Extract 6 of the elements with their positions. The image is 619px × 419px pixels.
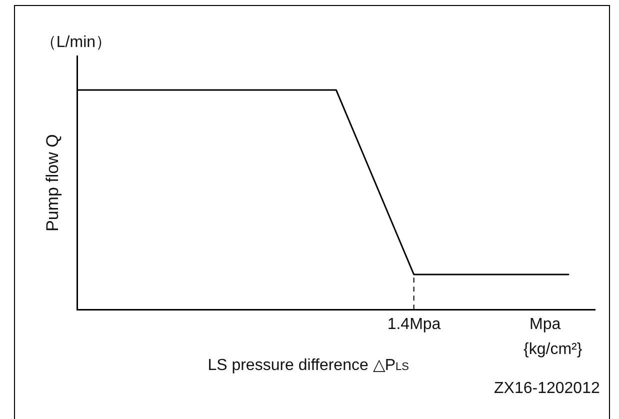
text: ZX16-1202012 — [494, 380, 600, 398]
y-axis-title: Pump flow Q — [42, 134, 62, 232]
text: Mpa — [530, 316, 561, 334]
text: （L/min） — [40, 33, 112, 53]
text: 1.4Mpa — [387, 316, 441, 334]
text: {kg/cm²} — [524, 340, 582, 359]
